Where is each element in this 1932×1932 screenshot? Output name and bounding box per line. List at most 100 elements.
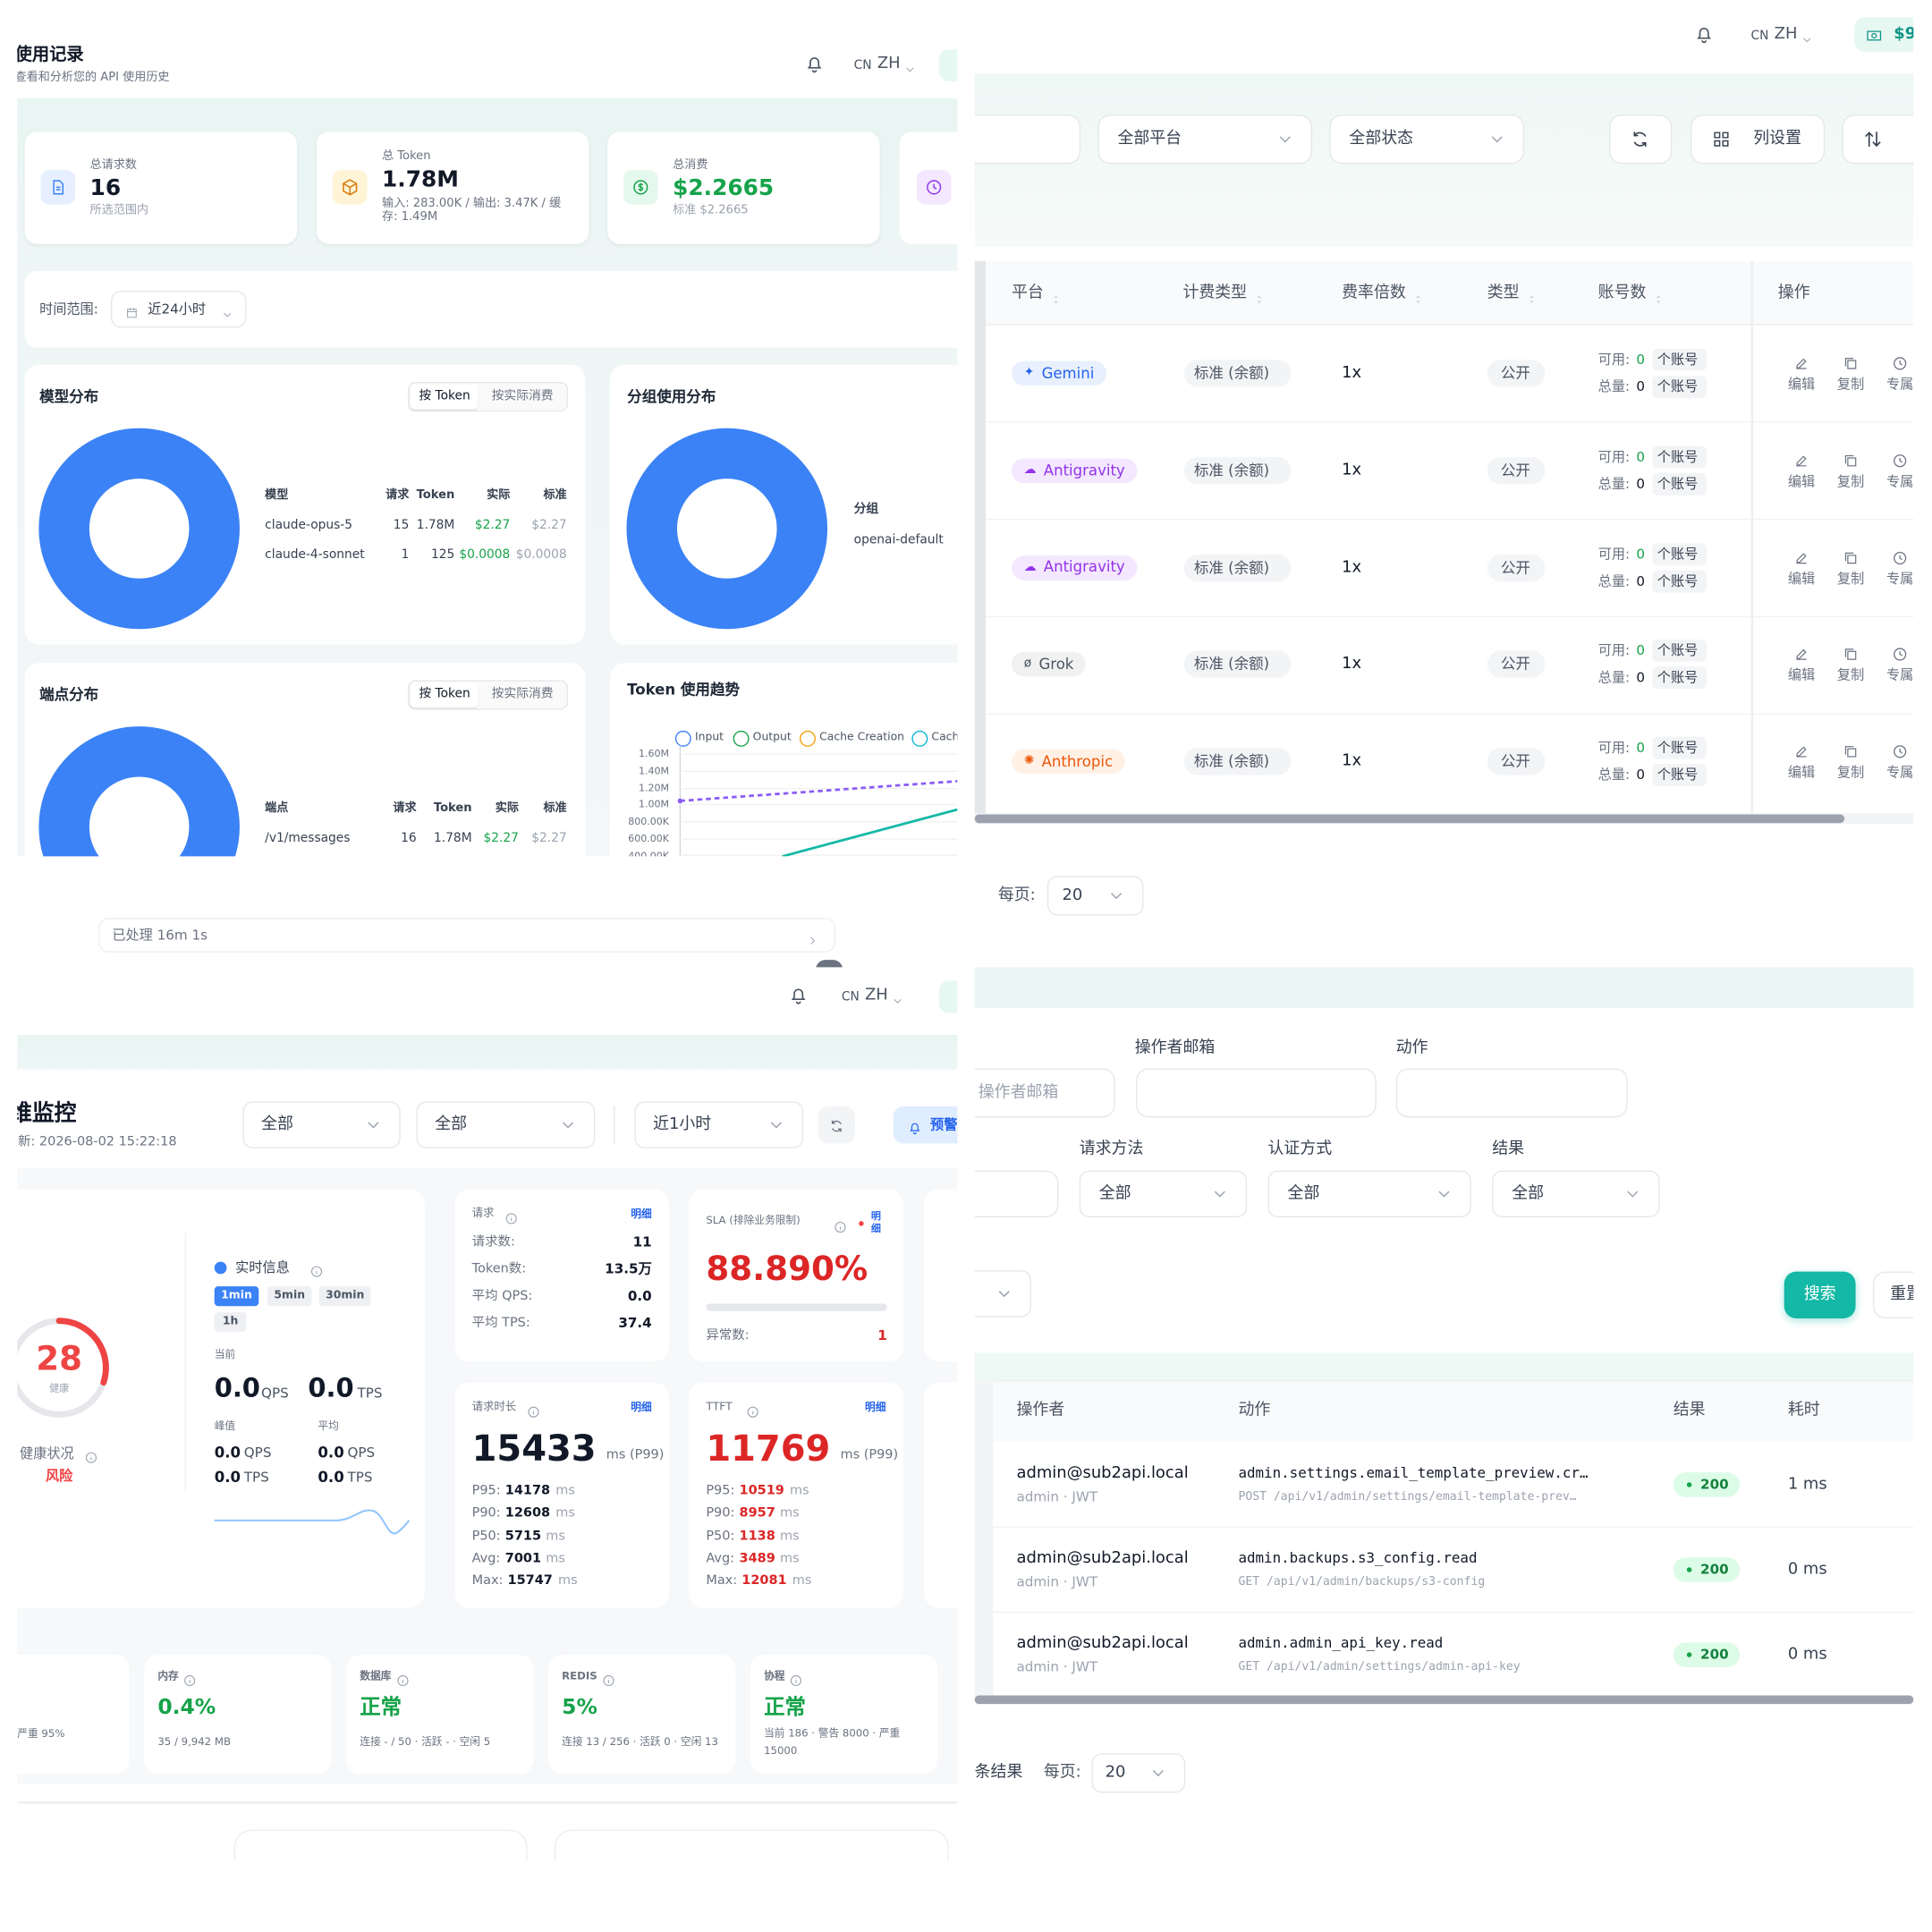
lang-flag: CN [1750, 30, 1769, 44]
metric-unit: ms [555, 1505, 575, 1521]
icon-part [1899, 749, 1902, 754]
metric-label: 当前 [214, 1349, 236, 1362]
icon-part [1894, 745, 1907, 758]
action-label[interactable]: 编辑 [1787, 764, 1816, 781]
chevron-right [805, 928, 818, 945]
window-chip[interactable] [214, 1286, 259, 1307]
icon-part [1844, 746, 1857, 758]
action-label[interactable]: 专属 [1886, 473, 1914, 490]
balance-button[interactable] [1854, 17, 1914, 52]
search-button[interactable] [1784, 1271, 1856, 1318]
icon-part [368, 1122, 379, 1129]
operator-email-input[interactable] [1136, 1068, 1377, 1118]
column-header: 费率倍数 [1342, 284, 1406, 302]
stat-note: 标准 $2.2665 [673, 203, 749, 217]
count-unit: 个账号 [1657, 546, 1699, 563]
refresh-button[interactable] [1609, 114, 1673, 165]
column-header: 请求 [386, 487, 410, 503]
per-page-select[interactable] [1046, 876, 1144, 916]
detail-link[interactable]: 明细 [631, 1402, 652, 1415]
time-filter[interactable] [634, 1101, 804, 1148]
action-label[interactable]: 复制 [1836, 570, 1865, 587]
window-chip[interactable] [318, 1286, 371, 1307]
action-label[interactable]: 复制 [1836, 376, 1865, 393]
metric-unit: ms [555, 1483, 575, 1498]
search-input[interactable] [974, 114, 1081, 165]
action-label[interactable]: 编辑 [1787, 667, 1816, 684]
bell-icon [1693, 23, 1716, 46]
type-pill [1487, 650, 1546, 679]
detail-link[interactable]: 明细 [631, 1208, 652, 1222]
icon-part [1894, 551, 1907, 564]
cut-select[interactable] [974, 1270, 1032, 1318]
chevron [1210, 1184, 1230, 1204]
detail-link[interactable]: 明细 [870, 1210, 881, 1235]
rate: 1x [1342, 655, 1362, 674]
cut-input[interactable] [974, 1170, 1059, 1218]
auth-select[interactable] [1267, 1170, 1471, 1218]
stat-icon [924, 177, 944, 197]
tab-active[interactable] [410, 682, 479, 708]
method-select[interactable] [1079, 1170, 1248, 1218]
info-icon [395, 1670, 411, 1687]
group-filter[interactable] [416, 1101, 596, 1148]
per-page-select[interactable] [1091, 1753, 1186, 1793]
sort-button[interactable] [1842, 114, 1914, 165]
action-input[interactable] [1395, 1068, 1628, 1118]
platform-select[interactable] [1097, 114, 1313, 165]
icon-part [184, 1674, 196, 1687]
tab-active[interactable] [410, 384, 479, 410]
scrollbar-thumb[interactable] [974, 1695, 1914, 1705]
scrollbar-thumb[interactable] [974, 814, 1845, 824]
action-label[interactable]: 专属 [1886, 570, 1914, 587]
column-header: 操作者 [1016, 1401, 1065, 1420]
icon-part [1633, 131, 1647, 147]
reset-button[interactable] [1872, 1271, 1914, 1318]
icon-part [343, 179, 358, 196]
action-label[interactable]: 编辑 [1787, 473, 1816, 490]
icon-part [1894, 745, 1907, 758]
action-label[interactable]: 复制 [1836, 667, 1865, 684]
icon-part [807, 57, 822, 73]
platform-filter[interactable] [242, 1101, 401, 1148]
column-header: 耗时 [1787, 1401, 1820, 1420]
system-card [346, 1655, 534, 1775]
ops-panel: CN ZH 运维监控刷新: 2026-08-02 15:22:18 全部 全部 近1小时 预… [17, 967, 958, 1861]
action-label[interactable]: 编辑 [1787, 376, 1816, 393]
column-settings-button[interactable] [1690, 114, 1826, 165]
icon-part [1438, 1191, 1450, 1198]
section-title: 实时信息 [235, 1259, 290, 1276]
icon-part [893, 998, 902, 1004]
action-label[interactable]: 复制 [1836, 764, 1865, 781]
metric-unit: ms [779, 1528, 800, 1544]
column-header: 结果 [1673, 1401, 1706, 1420]
email-input[interactable] [974, 1068, 1115, 1118]
count-unit: 个账号 [1657, 670, 1699, 687]
lang-label: ZH [865, 986, 888, 1004]
window-chip[interactable] [267, 1286, 312, 1307]
processed-bar[interactable] [98, 918, 835, 953]
money-icon [1866, 26, 1883, 43]
action-label[interactable]: 编辑 [1787, 570, 1816, 587]
action-label[interactable]: 专属 [1886, 376, 1914, 393]
action-icon [1792, 547, 1809, 564]
detail-link[interactable]: 明细 [865, 1402, 886, 1415]
action-label[interactable]: 专属 [1886, 764, 1914, 781]
result-select[interactable] [1492, 1170, 1660, 1218]
alert-button[interactable] [893, 1106, 958, 1144]
icon-part [782, 808, 958, 857]
action-icon [1842, 451, 1859, 468]
system-card [144, 1655, 332, 1775]
operator-email: admin@sub2api.local [1016, 1633, 1189, 1653]
chevron [220, 302, 233, 317]
column-header: 标准 [543, 487, 567, 503]
icon-part [1865, 131, 1881, 148]
table-cell: 15 [393, 518, 410, 533]
refresh-button[interactable] [818, 1106, 856, 1144]
type-pill [1487, 456, 1546, 485]
action-label[interactable]: 复制 [1836, 473, 1865, 490]
metric-label: 平均 TPS: [471, 1315, 530, 1331]
status-select[interactable] [1329, 114, 1525, 165]
window-chip[interactable] [214, 1312, 247, 1333]
action-label[interactable]: 专属 [1886, 667, 1914, 684]
